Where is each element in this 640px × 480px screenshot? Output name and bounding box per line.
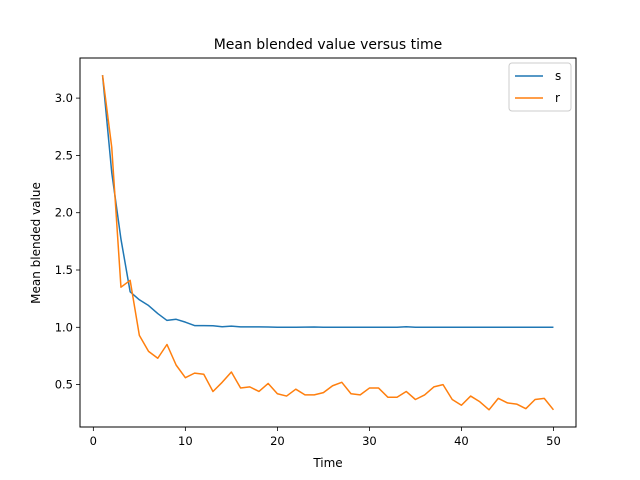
x-tick-label: 50 <box>546 434 561 448</box>
x-tick-label: 40 <box>454 434 469 448</box>
plot-content <box>101 75 555 411</box>
y-tick-label: 1.5 <box>55 263 73 277</box>
x-tick-label: 20 <box>270 434 285 448</box>
legend-label-s: s <box>555 69 561 83</box>
y-axis: 0.5 1.0 1.5 2.0 2.5 3.0 <box>55 91 80 392</box>
x-tick-label: 10 <box>178 434 193 448</box>
x-axis-label: Time <box>312 456 342 470</box>
legend-label-r: r <box>555 91 560 105</box>
legend-box <box>508 62 572 112</box>
y-tick-label: 3.0 <box>55 91 73 105</box>
x-axis: 0 10 20 30 40 50 <box>90 427 561 448</box>
x-tick-label: 30 <box>362 434 377 448</box>
y-tick-label: 1.0 <box>55 320 73 334</box>
y-tick-label: 2.0 <box>55 206 73 220</box>
series-line-r <box>101 75 555 411</box>
x-tick-label: 0 <box>90 434 97 448</box>
y-tick-label: 2.5 <box>55 148 73 162</box>
chart-title: Mean blended value versus time <box>214 37 443 53</box>
plot-area-frame <box>79 57 577 428</box>
y-axis-label: Mean blended value <box>29 182 43 304</box>
series-line-s <box>101 75 554 329</box>
y-tick-label: 0.5 <box>55 378 73 392</box>
legend: sr <box>508 62 572 112</box>
